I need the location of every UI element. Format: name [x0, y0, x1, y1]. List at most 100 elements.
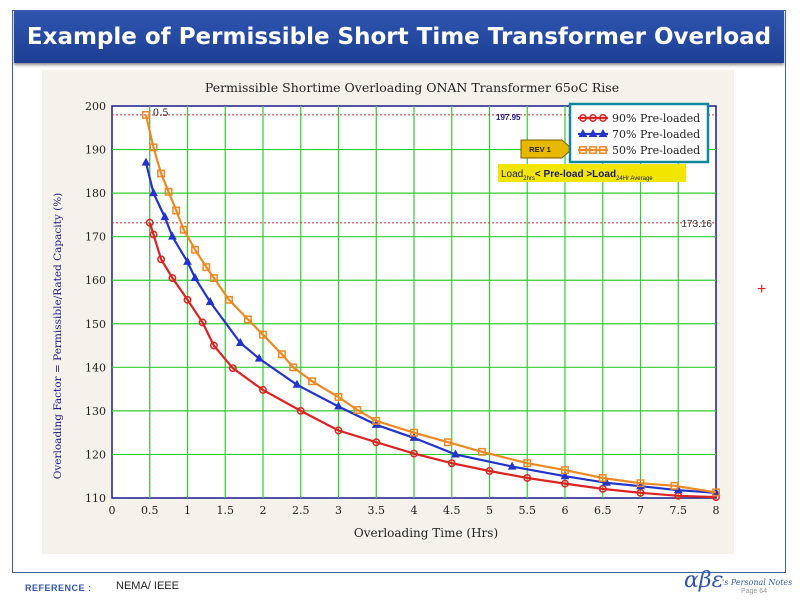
series-line	[148, 222, 717, 499]
data-point	[478, 447, 486, 456]
data-point	[523, 459, 532, 468]
data-point	[202, 263, 211, 272]
y-tick-label: 180	[85, 187, 106, 200]
data-point	[168, 274, 177, 282]
legend-marker	[599, 114, 607, 122]
data-point	[149, 230, 158, 239]
data-point	[444, 438, 452, 447]
data-point	[602, 477, 611, 486]
x-tick-label: 4	[411, 504, 418, 517]
axes: 0 0.5 1 1.5 2 2.5 3 3.5 4 4.5 5 5.5 6 6.5 7 7.5 8 110 120 1…	[85, 100, 720, 517]
y-tick-label: 160	[85, 274, 106, 287]
data-point	[308, 377, 317, 386]
y-tick-label: 140	[85, 361, 106, 374]
load-note-base: Load	[501, 169, 523, 180]
load-note-sub1: 2hrs	[523, 176, 535, 182]
x-tick-label: 4.5	[443, 504, 461, 517]
x-tick-label: 2.5	[292, 504, 310, 517]
author-logo-tail: 's Personal Notes	[722, 578, 793, 587]
rev-label: REV 1	[529, 145, 551, 154]
chart: Permissible Shortime Overloading ONAN Tr…	[52, 80, 721, 540]
x-tick-label: 0.5	[141, 504, 159, 517]
data-point	[507, 461, 517, 470]
data-point	[172, 206, 181, 215]
data-point	[451, 449, 460, 458]
data-point	[523, 474, 532, 482]
y-tick-label: 190	[85, 144, 106, 157]
x-tick-label: 1.5	[217, 504, 235, 517]
data-point	[485, 467, 494, 475]
data-point	[191, 245, 200, 254]
legend-marker	[589, 146, 597, 154]
author-logo: αβε	[684, 568, 724, 593]
reference-lines: 0.5 197.95 173.16	[112, 106, 716, 498]
data-point	[334, 393, 343, 401]
data-point	[209, 341, 218, 350]
data-point	[636, 488, 645, 497]
data-point	[160, 212, 170, 221]
legend-marker	[598, 128, 608, 137]
data-point	[254, 353, 264, 362]
data-point	[409, 432, 419, 441]
rev-marker: REV 1	[520, 139, 573, 159]
data-point	[712, 488, 720, 497]
y-tick-label: 130	[85, 405, 106, 418]
y-tick-label: 150	[85, 318, 106, 331]
legend-label: 50% Pre-loaded	[612, 144, 700, 157]
data-point	[164, 187, 173, 196]
data-point	[149, 143, 158, 152]
data-point	[168, 231, 177, 240]
x-tick-label: 8	[713, 504, 720, 517]
data-point	[209, 274, 218, 282]
series-line	[144, 114, 717, 494]
slide-title: Example of Permissible Short Time Transf…	[14, 11, 784, 63]
load-note-sub2: 24Hr Average	[616, 176, 653, 182]
reference-label: REFERENCE :	[25, 583, 92, 593]
legend: 90% Pre-loaded 70% Pre-loaded 50% Pre-load…	[568, 102, 710, 164]
data-point	[145, 218, 154, 227]
cursor-plus-mark: +	[757, 281, 767, 298]
data-point	[243, 315, 252, 324]
data-point	[259, 330, 267, 339]
x-tick-label: 7	[637, 504, 644, 517]
series-group-3	[142, 110, 720, 497]
y-tick-label: 110	[85, 492, 106, 505]
x-tick-label: 6.5	[594, 504, 612, 517]
data-point	[447, 459, 456, 468]
data-point	[149, 188, 158, 197]
load-note-text: Load2hrs< Pre-load >Load24Hr Average	[501, 169, 653, 182]
x-tick-label: 0	[109, 504, 116, 517]
data-point	[141, 157, 151, 166]
chart-panel: Permissible Shortime Overloading ONAN Tr…	[42, 70, 734, 554]
x-tick-label: 2	[260, 504, 267, 517]
data-point	[292, 379, 302, 388]
rev-arrow	[520, 139, 573, 159]
data-point	[277, 350, 286, 359]
data-point	[157, 169, 166, 178]
data-point	[259, 386, 267, 394]
legend-label: 70% Pre-loaded	[612, 128, 700, 141]
y-tick-label: 120	[85, 448, 106, 461]
data-point	[372, 438, 381, 447]
data-point	[198, 318, 207, 327]
data-point	[179, 225, 188, 234]
y-axis-label: Overloading Factor = Permissible/Rated C…	[52, 193, 64, 480]
page-number: Page 64	[741, 588, 768, 595]
data-point	[410, 428, 418, 437]
data-point	[296, 406, 305, 415]
legend-marker	[588, 128, 598, 137]
x-tick-label: 6	[562, 504, 569, 517]
x-tick-label: 5	[486, 504, 493, 517]
data-point	[372, 416, 381, 425]
data-point	[561, 466, 569, 475]
reference-text: NEMA/ IEEE	[116, 580, 179, 592]
y-tick-label: 200	[85, 100, 106, 113]
legend-marker	[599, 146, 607, 154]
load-note-mid: < Pre-load >Load	[535, 169, 616, 180]
chart-title: Permissible Shortime Overloading ONAN Tr…	[205, 80, 619, 95]
data-point	[561, 479, 569, 488]
series	[141, 110, 721, 502]
x-axis-label: Overloading Time (Hrs)	[354, 526, 498, 540]
reference-line-label: 197.95	[496, 113, 521, 122]
data-point	[205, 296, 215, 305]
